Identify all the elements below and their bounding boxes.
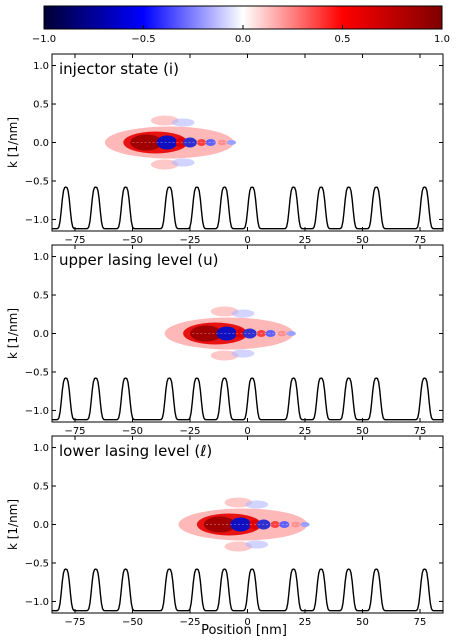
wigner-distribution bbox=[164, 306, 296, 361]
y-tick-label: 1.0 bbox=[33, 443, 49, 454]
x-tick-label: −25 bbox=[179, 617, 200, 628]
y-tick-label: 0.5 bbox=[33, 100, 49, 111]
y-tick-label: 0.0 bbox=[33, 520, 49, 531]
barrier-profile bbox=[52, 377, 443, 421]
x-axis-label: Position [nm] bbox=[201, 623, 287, 638]
colorbar-ticks: −1.0 −0.5 0.0 0.5 1.0 bbox=[32, 25, 450, 45]
colorbar-tick-label: 1.0 bbox=[434, 34, 450, 45]
panel-2: −75 −50 −25 0 25 50 75 −1.0 −0.5 0.0 0.5 1.0 upper l… bbox=[6, 244, 444, 437]
panel-3: −75 −50 −25 0 25 50 75 −1.0 −0.5 0.0 0.5 1.0 lower l… bbox=[6, 435, 444, 628]
y-tick-label: 1.0 bbox=[33, 252, 49, 263]
y-axis-label: k [1/nm] bbox=[6, 117, 20, 168]
x-tick-label: −75 bbox=[64, 426, 85, 437]
x-tick-label: −25 bbox=[179, 235, 200, 246]
x-tick-label: −25 bbox=[179, 426, 200, 437]
x-tick-label: −50 bbox=[122, 426, 143, 437]
y-tick-label: −0.5 bbox=[25, 176, 49, 187]
y-tick-label: −0.5 bbox=[25, 367, 49, 378]
x-tick-label: 0 bbox=[244, 617, 250, 628]
y-tick-label: 0.0 bbox=[33, 138, 49, 149]
barrier-profile bbox=[52, 568, 443, 612]
x-tick-label: −75 bbox=[64, 617, 85, 628]
panel-title: lower lasing level (ℓ) bbox=[59, 442, 212, 460]
wigner-distribution bbox=[178, 497, 310, 552]
colorbar-tick-label: −0.5 bbox=[131, 34, 155, 45]
x-tick-label: 25 bbox=[299, 235, 312, 246]
panels: −75 −50 −25 0 25 50 75 −1.0 −0.5 0.0 0.5 1.0 injecto… bbox=[6, 53, 444, 628]
y-tick-label: 1.0 bbox=[33, 61, 49, 72]
y-tick-label: −1.0 bbox=[25, 406, 49, 417]
x-tick-label: 75 bbox=[414, 617, 427, 628]
x-tick-label: 50 bbox=[356, 235, 369, 246]
colorbar-tick-label: 0.5 bbox=[335, 34, 351, 45]
y-tick-label: −1.0 bbox=[25, 597, 49, 608]
x-tick-label: 0 bbox=[244, 235, 250, 246]
y-tick-label: 0.0 bbox=[33, 329, 49, 340]
colorbar: −1.0 −0.5 0.0 0.5 1.0 bbox=[32, 5, 450, 45]
panel-title: upper lasing level (u) bbox=[59, 251, 219, 269]
y-axis-label: k [1/nm] bbox=[6, 308, 20, 359]
x-tick-label: 75 bbox=[414, 235, 427, 246]
y-tick-label: 0.5 bbox=[33, 482, 49, 493]
x-tick-label: −75 bbox=[64, 235, 85, 246]
y-axis-label: k [1/nm] bbox=[6, 499, 20, 550]
wigner-distribution bbox=[104, 115, 236, 170]
x-tick-label: 25 bbox=[299, 617, 312, 628]
x-tick-label: 25 bbox=[299, 426, 312, 437]
x-tick-label: 50 bbox=[356, 617, 369, 628]
x-tick-label: 75 bbox=[414, 426, 427, 437]
panel-1: −75 −50 −25 0 25 50 75 −1.0 −0.5 0.0 0.5 1.0 injecto… bbox=[6, 53, 444, 246]
x-tick-label: −50 bbox=[122, 235, 143, 246]
colorbar-tick-label: −1.0 bbox=[32, 34, 56, 45]
y-tick-label: −1.0 bbox=[25, 215, 49, 226]
colorbar-tick-label: 0.0 bbox=[235, 34, 251, 45]
x-tick-label: 50 bbox=[356, 426, 369, 437]
x-tick-label: −50 bbox=[122, 617, 143, 628]
y-tick-label: 0.5 bbox=[33, 291, 49, 302]
panel-title: injector state (i) bbox=[59, 60, 179, 78]
barrier-profile bbox=[52, 186, 443, 230]
y-tick-label: −0.5 bbox=[25, 558, 49, 569]
x-tick-label: 0 bbox=[244, 426, 250, 437]
